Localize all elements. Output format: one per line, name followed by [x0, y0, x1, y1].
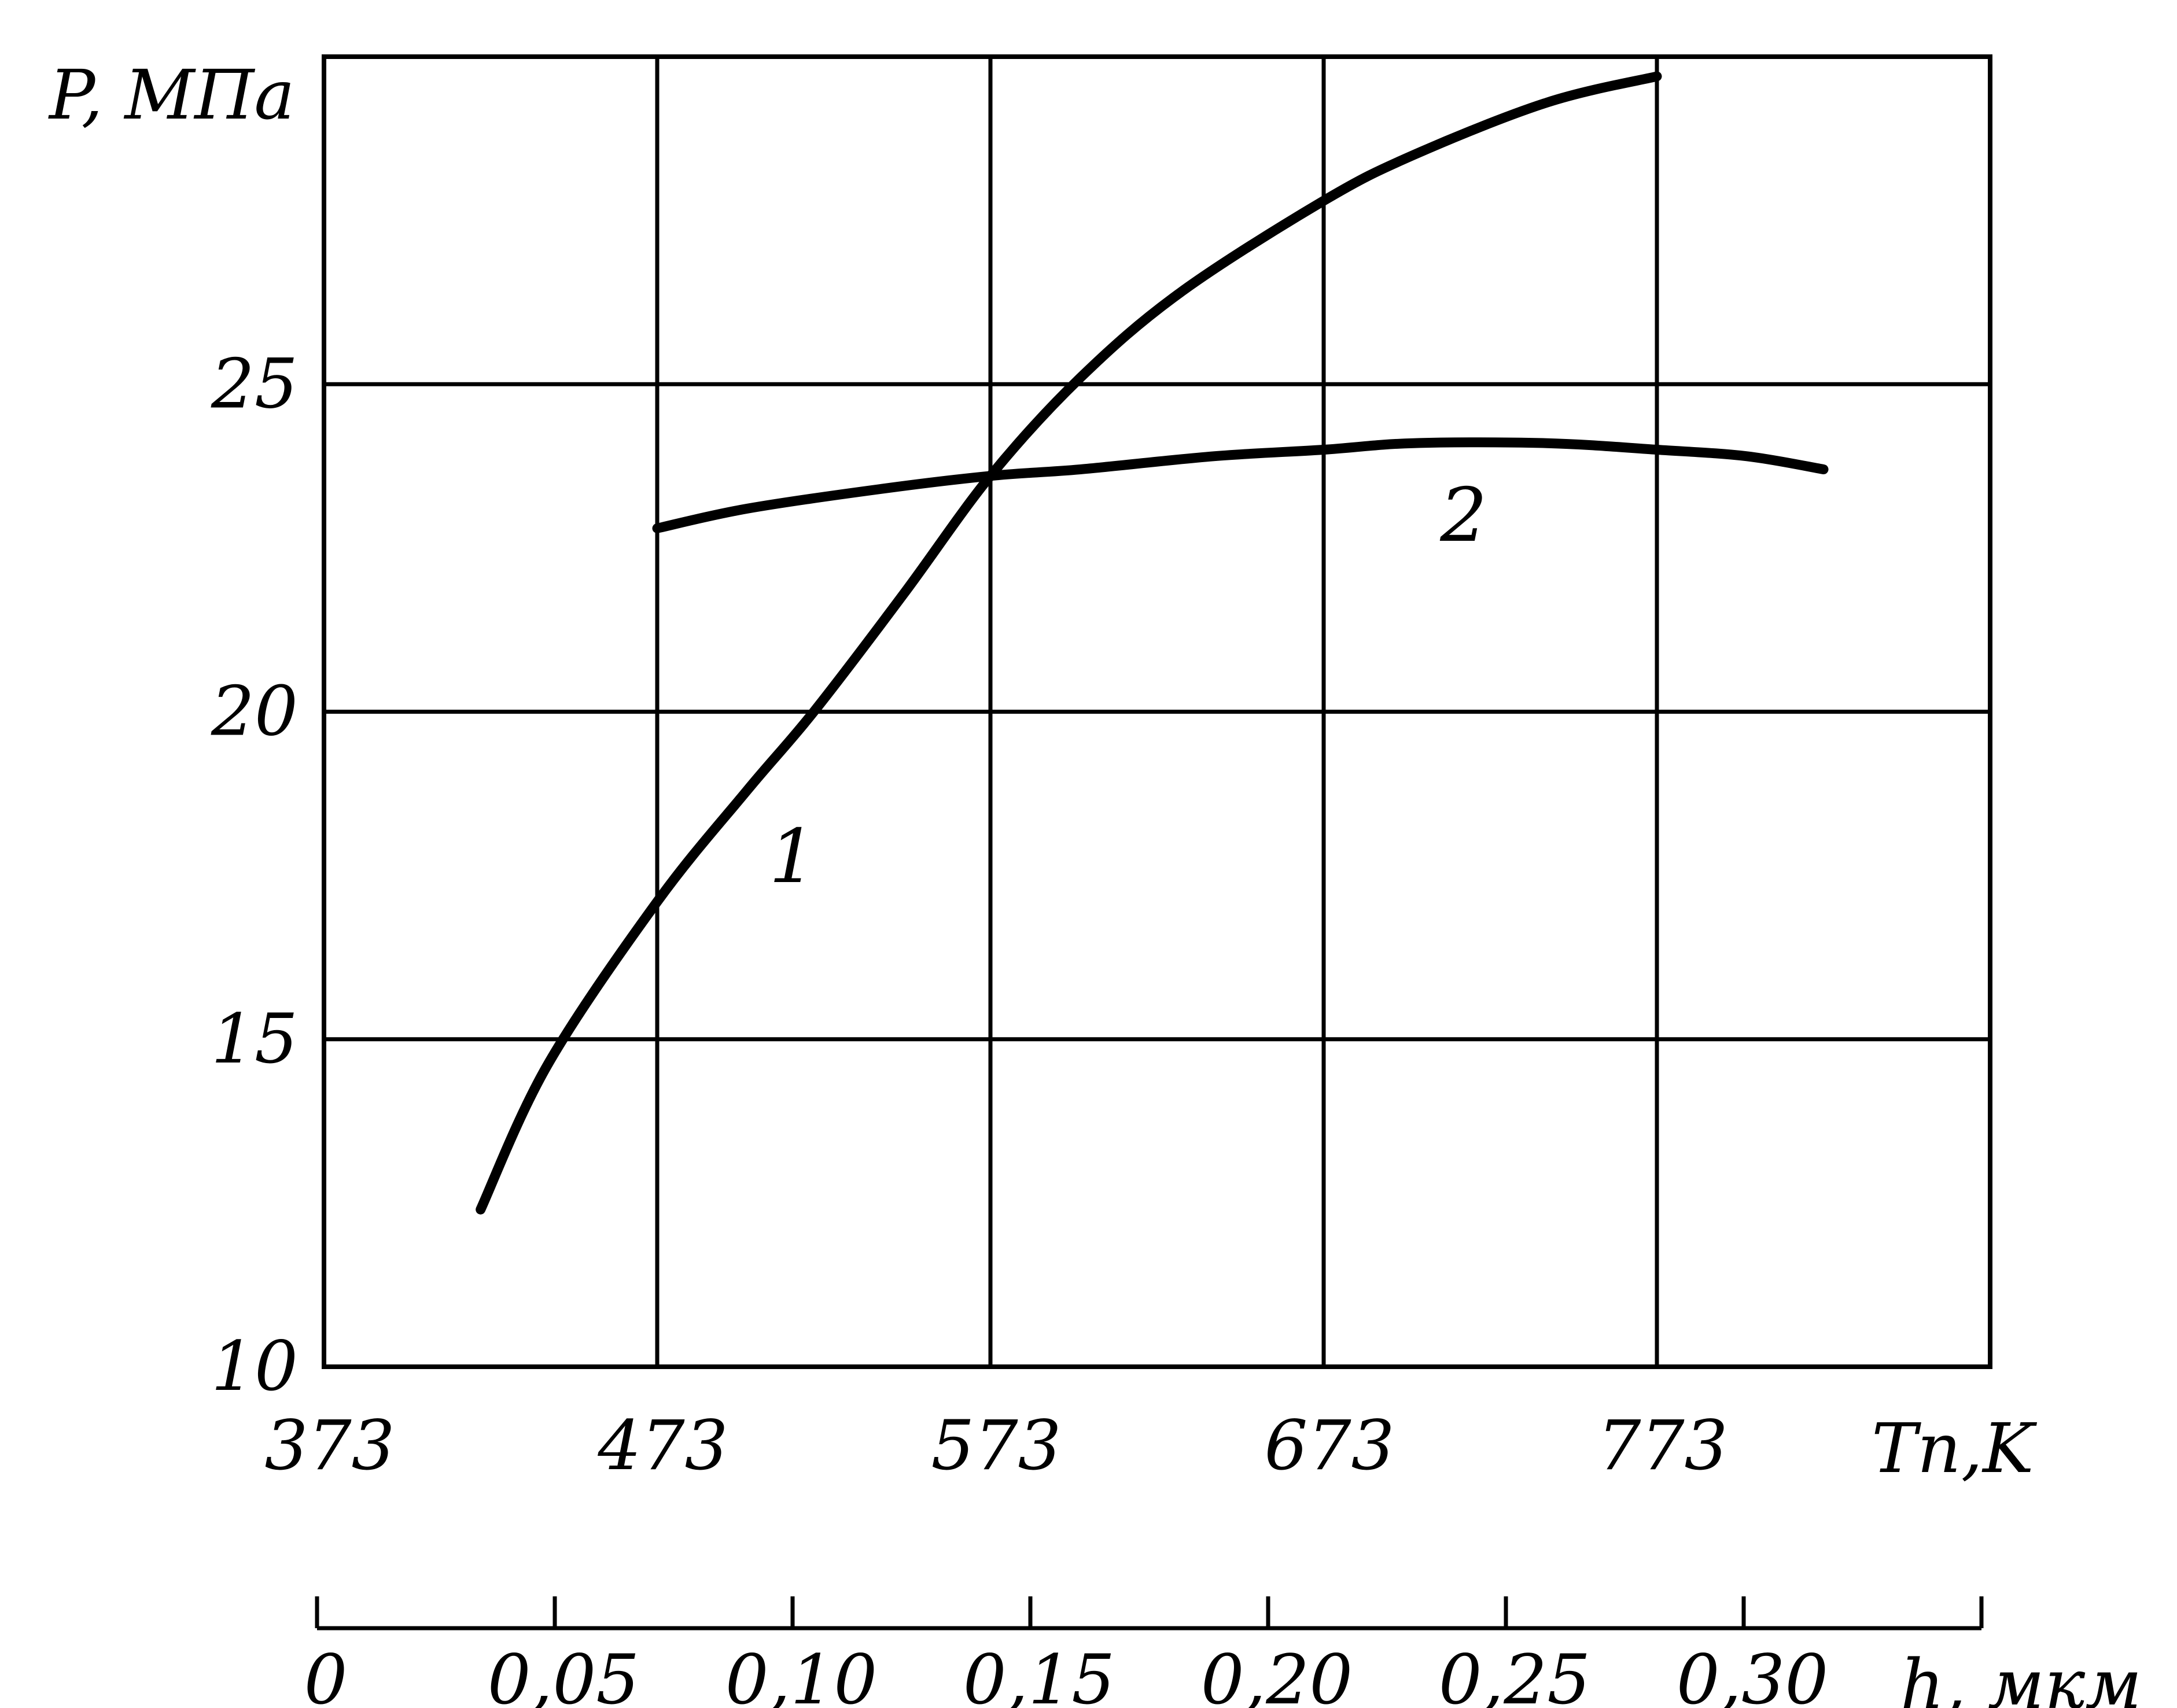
y-tick-label: 20	[211, 672, 298, 751]
series-2-label: 2	[1439, 473, 1487, 559]
series-1-line	[476, 71, 1662, 1215]
series-1-label: 1	[769, 814, 816, 900]
x2-tick-label: 0,10	[725, 1640, 878, 1708]
x2-tick-label: 0,05	[488, 1640, 640, 1708]
x2-axis-title: h, мкм	[1900, 1644, 2142, 1708]
curve-labels: 12	[769, 473, 1487, 900]
grid	[324, 57, 1990, 1367]
x-tick-labels: 373 473 573 673 773	[264, 1405, 1727, 1485]
secondary-x-axis: 0 0,05 0,10 0,15 0,20 0,25 0,30	[304, 1596, 1984, 1708]
x-tick-label: 473	[597, 1405, 728, 1485]
x2-tick-label: 0,15	[963, 1640, 1115, 1708]
series-2-line	[652, 437, 1829, 533]
y-axis-title: P, МПа	[48, 55, 295, 135]
x2-tick-label: 0,25	[1439, 1640, 1591, 1708]
x-tick-label: 773	[1597, 1405, 1727, 1485]
plot-frame	[322, 54, 1992, 1369]
x2-tick-label: 0,30	[1677, 1640, 1829, 1708]
x-tick-label: 573	[931, 1405, 1061, 1485]
x-tick-label: 373	[264, 1405, 395, 1485]
y-tick-label: 15	[211, 999, 298, 1079]
x-axis-title: Tп,K	[1872, 1408, 2037, 1488]
x2-tick-label: 0,20	[1201, 1640, 1353, 1708]
y-tick-label: 10	[211, 1326, 298, 1406]
x2-tick-label: 0	[304, 1640, 347, 1708]
x-tick-label: 673	[1264, 1405, 1394, 1485]
curves	[476, 71, 1829, 1215]
y-tick-labels: 10 15 20 25	[211, 344, 298, 1406]
y-tick-label: 25	[211, 344, 298, 423]
